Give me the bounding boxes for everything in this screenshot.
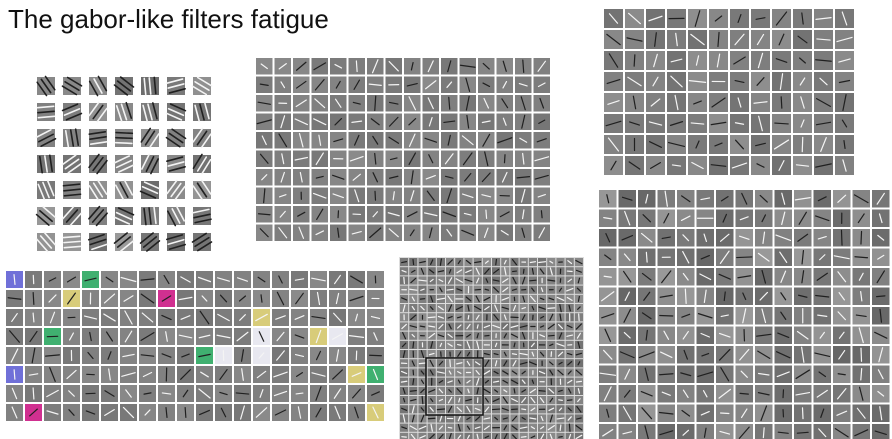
filter-stroke [541,211,542,218]
filter-tile [619,424,637,439]
filter-stroke [523,269,524,273]
filter-stroke [802,137,803,151]
filter-stroke [841,230,842,245]
filter-stroke [737,257,752,258]
filter-stroke [763,428,764,438]
filter-stroke [116,133,132,134]
filter-stroke [522,409,526,410]
filter-stroke [539,391,545,392]
filter-grid [597,188,892,439]
filter-stroke [721,413,729,414]
filter-stroke [33,313,34,322]
filter-tile [428,433,436,439]
filter-stroke [514,389,515,393]
filter-stroke [422,397,423,404]
filter-stroke [861,348,862,361]
filter-stroke [33,293,34,305]
filter-tile [520,433,528,439]
filter-tile [599,424,617,439]
filter-stroke [539,262,546,263]
filter-stroke [576,381,581,382]
filter-panels [0,0,892,439]
filter-stroke [116,138,132,139]
filter-grid [254,56,552,243]
filter-stroke [660,315,673,316]
filter-stroke [458,345,461,346]
filter-stroke [559,400,563,401]
filter-stroke [685,289,686,303]
filter-tile [775,424,793,439]
filter-stroke [413,260,414,265]
filter-stroke [512,354,516,355]
filter-tile [529,433,537,439]
filter-stroke [185,408,186,418]
filter-stroke [404,278,405,284]
filter-stroke [428,418,435,419]
filter-stroke [496,259,497,264]
filter-stroke [521,437,526,438]
filter-stroke [448,427,451,428]
filter-stroke [559,437,562,438]
filter-stroke [861,231,862,244]
filter-tile [409,433,417,439]
filter-grid [602,7,856,177]
filter-stroke [413,342,414,348]
filter-stroke [420,326,424,327]
filter-tile [510,433,518,439]
filter-tile [872,424,890,439]
filter-tile [853,424,871,439]
filter-tile [556,433,564,439]
filter-stroke [802,408,803,419]
filter-stroke [504,155,505,163]
filter-stroke [530,280,536,281]
slide: The gabor-like filters fatigue [0,0,892,439]
filter-grid [4,269,386,423]
filter-tile [437,433,445,439]
filter-stroke [33,388,34,399]
filter-grid [36,76,211,251]
slide-title: The gabor-like filters fatigue [8,4,329,35]
filter-tile [814,424,832,439]
filter-tile [736,424,754,439]
filter-stroke [14,370,15,379]
filter-tile [677,424,695,439]
filter-stroke [877,296,885,297]
filter-tile [455,433,463,439]
filter-tile [794,424,812,439]
filter-stroke [116,143,132,144]
filter-stroke [740,393,748,394]
filter-stroke [634,55,635,66]
filter-stroke [468,316,469,320]
filter-stroke [356,61,357,72]
filter-stroke [477,325,478,328]
filter-stroke [569,424,570,431]
filter-tile [400,433,408,439]
filter-stroke [413,379,414,385]
filter-tile [716,424,734,439]
filter-stroke [646,252,647,262]
grid-background [4,269,386,423]
filter-stroke [560,425,561,430]
filter-stroke [419,363,425,364]
filter-stroke [530,262,535,263]
filter-tile [483,433,491,439]
filter-stroke [437,409,444,410]
filter-stroke [410,391,416,392]
filter-stroke [428,317,435,318]
filter-stroke [486,210,487,218]
filter-stroke [447,289,453,290]
filter-stroke [781,97,782,108]
